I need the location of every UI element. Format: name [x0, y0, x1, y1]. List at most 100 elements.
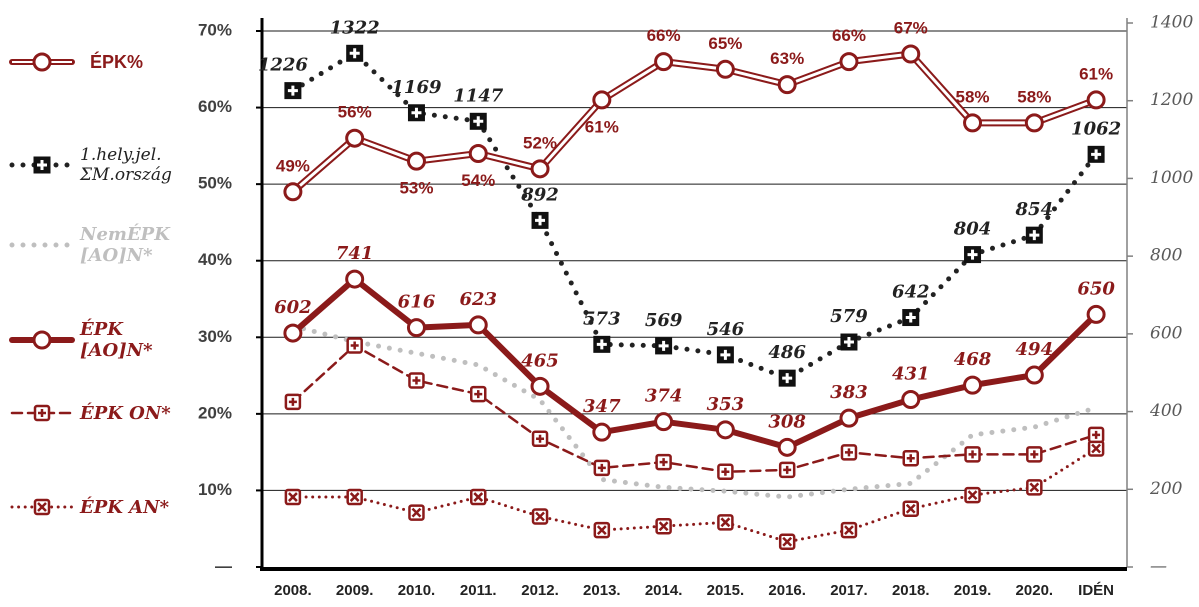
point-glyph	[659, 458, 668, 467]
data-label: 854	[1015, 199, 1054, 220]
data-label: 569	[645, 310, 683, 331]
legend-swatch	[9, 242, 75, 248]
point-glyph	[1092, 430, 1101, 439]
x-tick-label: 2018.	[892, 582, 930, 599]
series-line	[291, 344, 1098, 474]
data-label: 54%	[461, 171, 495, 190]
point	[1086, 304, 1106, 324]
x-tick-label: 2012.	[521, 582, 559, 599]
legend-item: NemÉPK [AO]N*	[8, 224, 188, 266]
series-line-inner	[291, 52, 1097, 193]
data-label: 374	[645, 386, 683, 407]
data-label: 804	[953, 219, 992, 240]
legend-marker-glyph	[37, 502, 47, 512]
series-line	[290, 323, 1099, 500]
point	[963, 375, 983, 395]
y2-tick-label: 1200	[1150, 90, 1193, 110]
y-tick-label: —	[215, 556, 232, 575]
point	[406, 318, 426, 338]
point	[777, 75, 797, 95]
point-glyph	[967, 249, 978, 260]
y2-tick-label: 1000	[1150, 168, 1193, 188]
y2-tick-label: 800	[1150, 246, 1183, 266]
point	[406, 151, 426, 171]
point-glyph	[1029, 230, 1040, 241]
point-glyph	[596, 339, 607, 350]
y-tick-label: 20%	[198, 403, 232, 422]
point	[468, 315, 488, 335]
point-glyph	[473, 116, 484, 127]
legend-marker	[32, 52, 52, 72]
series-line	[291, 446, 1098, 544]
point	[468, 144, 488, 164]
point-glyph	[535, 511, 545, 522]
y-tick-label: 40%	[198, 250, 232, 269]
point-glyph	[474, 390, 483, 399]
y2-tick-label: 400	[1149, 401, 1183, 421]
point-glyph	[721, 467, 730, 476]
legend-label: ÉPK [AO]N*	[80, 319, 153, 361]
point-glyph	[412, 376, 421, 385]
x-tick-label: IDÉN	[1078, 582, 1114, 599]
data-label: 1322	[330, 17, 380, 38]
point	[715, 59, 735, 79]
point-glyph	[720, 349, 731, 360]
legend-swatch	[9, 156, 75, 174]
legend-label: 1.hely.jel. ΣM.ország	[80, 145, 172, 185]
x-tick-label: 2016.	[768, 582, 806, 599]
data-label: 623	[459, 289, 497, 310]
x-tick-label: 2009.	[336, 582, 374, 599]
data-label: 1147	[453, 85, 504, 106]
series-line	[289, 276, 1100, 451]
legend-label: NemÉPK [AO]N*	[80, 224, 170, 266]
point	[839, 52, 859, 72]
legend-marker-glyph	[38, 409, 46, 417]
data-label: 650	[1077, 278, 1115, 299]
point-glyph	[350, 341, 359, 350]
point-glyph	[844, 525, 854, 535]
point-glyph	[349, 48, 360, 59]
point	[901, 390, 921, 410]
data-label: 53%	[399, 179, 433, 198]
legend-item: ÉPK%	[8, 52, 198, 73]
data-label: 465	[521, 350, 559, 371]
point-glyph	[905, 312, 916, 323]
data-label: 52%	[523, 133, 557, 152]
y-tick-label: 50%	[198, 174, 232, 193]
point-glyph	[535, 215, 546, 226]
point-glyph	[843, 337, 854, 348]
data-label: 65%	[708, 34, 742, 53]
point	[715, 420, 735, 440]
legend-swatch	[10, 404, 74, 422]
x-tick-label: 2017.	[830, 582, 868, 599]
data-label: 66%	[832, 26, 866, 45]
point-glyph	[288, 492, 298, 502]
x-tick-label: 2020.	[1016, 582, 1054, 599]
data-label: 486	[768, 342, 806, 363]
y2-tick-label: 600	[1150, 323, 1183, 343]
point	[592, 422, 612, 442]
data-label: 1226	[258, 55, 309, 76]
y-tick-label: 30%	[198, 327, 232, 346]
data-label: 61%	[585, 117, 619, 136]
point	[283, 323, 303, 343]
data-label: 61%	[1079, 64, 1113, 83]
data-label: 546	[707, 319, 745, 340]
point	[777, 437, 797, 457]
legend-swatch	[9, 330, 75, 350]
x-tick-label: 2013.	[583, 582, 621, 599]
data-label: 1062	[1071, 118, 1121, 139]
point-glyph	[288, 397, 297, 406]
point-glyph	[536, 434, 545, 443]
legend-label: ÉPK%	[90, 51, 144, 72]
data-label: 892	[520, 184, 559, 205]
point-glyph	[473, 492, 484, 502]
data-label: 616	[398, 292, 436, 313]
y-tick-label: 10%	[198, 480, 232, 499]
data-label: 468	[954, 349, 992, 370]
x-tick-label: 2014.	[645, 582, 683, 599]
point-glyph	[596, 525, 607, 535]
data-label: 1169	[391, 77, 442, 98]
point-glyph	[1091, 149, 1102, 160]
